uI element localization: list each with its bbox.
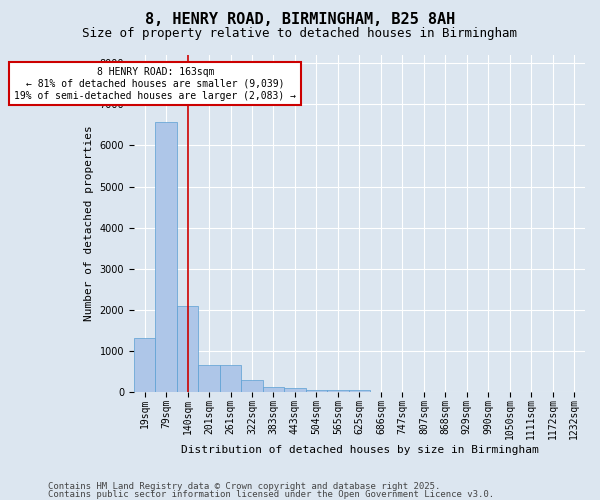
Text: Size of property relative to detached houses in Birmingham: Size of property relative to detached ho…	[83, 26, 517, 40]
Bar	[177, 306, 199, 392]
Text: Contains public sector information licensed under the Open Government Licence v3: Contains public sector information licen…	[48, 490, 494, 499]
Y-axis label: Number of detached properties: Number of detached properties	[84, 126, 94, 322]
Text: Contains HM Land Registry data © Crown copyright and database right 2025.: Contains HM Land Registry data © Crown c…	[48, 482, 440, 491]
Bar	[134, 338, 155, 392]
Bar	[327, 390, 349, 392]
Bar	[306, 390, 327, 392]
Bar	[199, 366, 220, 392]
Bar	[220, 366, 241, 392]
Bar	[284, 388, 306, 392]
Bar	[263, 386, 284, 392]
X-axis label: Distribution of detached houses by size in Birmingham: Distribution of detached houses by size …	[181, 445, 538, 455]
Bar	[241, 380, 263, 392]
Text: 8 HENRY ROAD: 163sqm
← 81% of detached houses are smaller (9,039)
19% of semi-de: 8 HENRY ROAD: 163sqm ← 81% of detached h…	[14, 68, 296, 100]
Text: 8, HENRY ROAD, BIRMINGHAM, B25 8AH: 8, HENRY ROAD, BIRMINGHAM, B25 8AH	[145, 12, 455, 28]
Bar	[349, 390, 370, 392]
Bar	[155, 122, 177, 392]
